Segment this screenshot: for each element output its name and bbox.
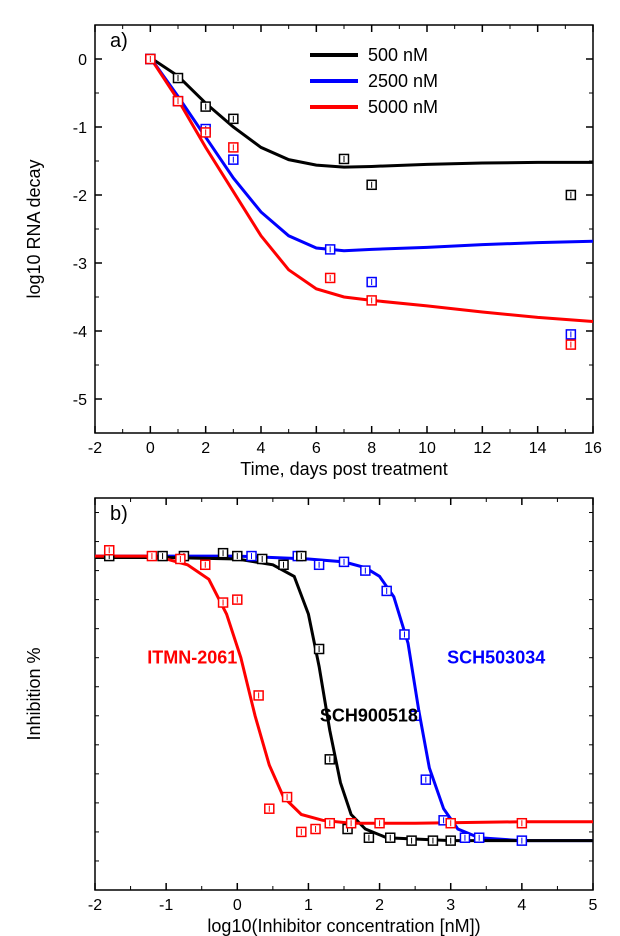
series-line [95,556,593,823]
series-line [95,556,593,841]
svg-text:14: 14 [529,440,547,457]
x-axis-title: Time, days post treatment [240,459,447,479]
curve-label: SCH503034 [447,648,545,668]
svg-text:0: 0 [233,897,242,914]
svg-text:10: 10 [418,440,436,457]
x-axis-title: log10(Inhibitor concentration [nM]) [207,916,480,936]
svg-text:2: 2 [201,440,210,457]
legend-label: 5000 nM [368,97,438,117]
curve-label: SCH900518 [320,706,418,726]
svg-text:-3: -3 [73,256,87,273]
svg-text:5: 5 [589,897,598,914]
svg-text:12: 12 [473,440,491,457]
y-axis-title: Inhibition % [24,647,44,740]
svg-text:-1: -1 [73,120,87,137]
svg-text:4: 4 [517,897,526,914]
svg-text:4: 4 [257,440,266,457]
svg-text:-2: -2 [88,440,102,457]
svg-text:3: 3 [446,897,455,914]
svg-text:-2: -2 [73,188,87,205]
panel-label: a) [110,30,128,52]
svg-text:2: 2 [375,897,384,914]
svg-text:6: 6 [312,440,321,457]
y-axis-title: log10 RNA decay [24,159,44,298]
figure-svg: -20246810121416-5-4-3-2-10Time, days pos… [0,0,620,936]
svg-text:0: 0 [78,52,87,69]
svg-text:-5: -5 [73,392,87,409]
curve-label: ITMN-2061 [147,648,237,668]
series-line [95,558,593,841]
svg-text:0: 0 [146,440,155,457]
panel-label: b) [110,503,128,525]
svg-text:-1: -1 [159,897,173,914]
legend-label: 500 nM [368,45,428,65]
figure: -20246810121416-5-4-3-2-10Time, days pos… [0,0,620,936]
svg-text:16: 16 [584,440,602,457]
svg-text:-2: -2 [88,897,102,914]
legend-label: 2500 nM [368,71,438,91]
svg-text:-4: -4 [73,324,87,341]
svg-text:1: 1 [304,897,313,914]
svg-text:8: 8 [367,440,376,457]
